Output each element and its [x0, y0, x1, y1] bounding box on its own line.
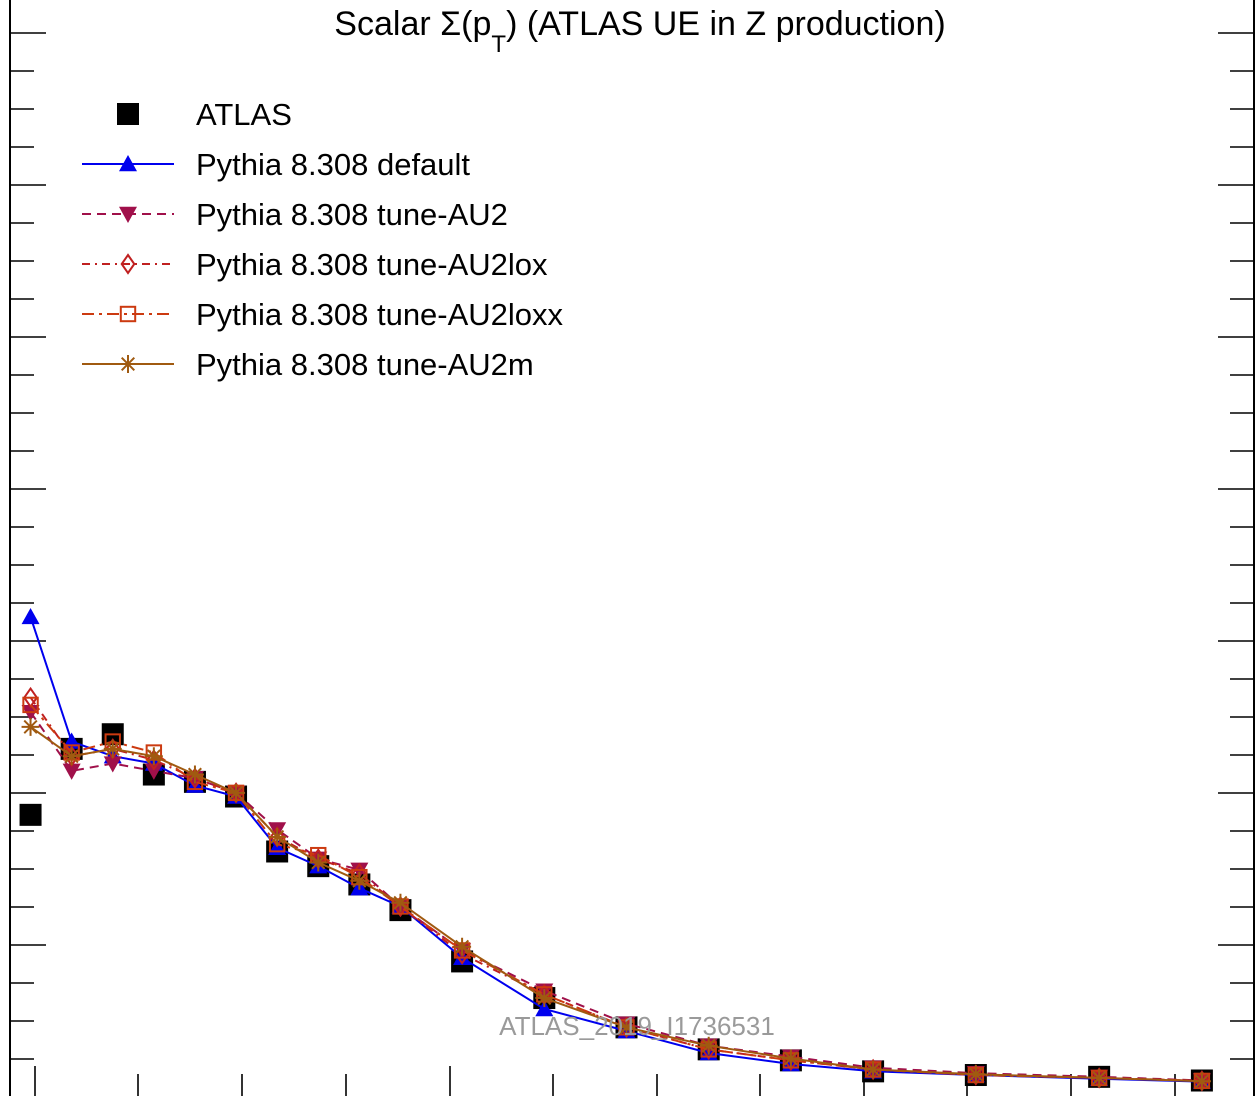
data-point-pythia-8-308-tune-au2m [391, 893, 410, 912]
data-point-pythia-8-308-tune-au2 [144, 763, 163, 780]
legend-label: Pythia 8.308 tune-AU2lox [196, 247, 548, 282]
plot-frame [9, 0, 1255, 1096]
data-point-pythia-8-308-tune-au2 [62, 763, 81, 780]
data-point-pythia-8-308-tune-au2m [617, 1018, 636, 1037]
data-point-atlas [19, 803, 42, 826]
data-point-pythia-8-308-tune-au2m [268, 827, 287, 846]
analysis-watermark: ATLAS_2019_I1736531 [499, 1011, 775, 1041]
legend-entry-pythia-8-308-tune-au2m: Pythia 8.308 tune-AU2m [82, 347, 534, 382]
legend-marker [119, 355, 137, 373]
legend-marker [119, 206, 137, 223]
data-point-pythia-8-308-tune-au2m [535, 989, 554, 1008]
plot-series-area [19, 607, 1213, 1092]
legend-label: ATLAS [196, 97, 292, 132]
chart-title: Scalar Σ(pT) (ATLAS UE in Z production) [334, 5, 945, 58]
legend-entry-atlas: ATLAS [117, 97, 292, 132]
data-point-pythia-8-308-tune-au2m [453, 937, 472, 956]
data-point-pythia-8-308-tune-au2lox [23, 686, 39, 709]
legend-marker [120, 253, 136, 275]
series-pythia-8-308-tune-au2m [21, 717, 1211, 1091]
data-point-pythia-8-308-tune-au2m [699, 1036, 718, 1055]
legend-marker [119, 155, 137, 172]
legend-label: Pythia 8.308 tune-AU2loxx [196, 297, 564, 332]
data-point-pythia-8-308-default [535, 1000, 554, 1017]
legend-marker [117, 103, 139, 125]
data-point-pythia-8-308-tune-au2m [21, 717, 40, 736]
data-point-pythia-8-308-tune-au2m [185, 765, 204, 784]
data-point-pythia-8-308-tune-au2m [966, 1065, 985, 1084]
data-point-pythia-8-308-tune-au2m [144, 747, 163, 766]
legend-marker [119, 305, 137, 323]
legend-label: Pythia 8.308 tune-AU2m [196, 347, 534, 382]
legend: ATLAS Pythia 8.308 default Pythia 8.308 tu… [82, 97, 564, 382]
legend-entry-pythia-8-308-tune-au2: Pythia 8.308 tune-AU2 [82, 197, 508, 232]
data-point-pythia-8-308-tune-au2lox [968, 1064, 984, 1086]
data-point-pythia-8-308-tune-au2m [309, 853, 328, 872]
data-point-pythia-8-308-tune-au2m [62, 747, 81, 766]
data-point-pythia-8-308-tune-au2m [864, 1060, 883, 1079]
data-point-pythia-8-308-tune-au2loxx [22, 696, 39, 714]
legend-label: Pythia 8.308 tune-AU2 [196, 197, 508, 232]
data-point-pythia-8-308-tune-au2m [1192, 1072, 1211, 1091]
data-point-pythia-8-308-tune-au2m [227, 783, 246, 802]
data-point-pythia-8-308-tune-au2m [350, 871, 369, 890]
legend-label: Pythia 8.308 default [196, 147, 470, 182]
data-point-pythia-8-308-tune-au2 [103, 756, 122, 773]
legend-entry-pythia-8-308-tune-au2lox: Pythia 8.308 tune-AU2lox [82, 247, 548, 282]
legend-entry-pythia-8-308-default: Pythia 8.308 default [82, 147, 470, 182]
legend-entry-pythia-8-308-tune-au2loxx: Pythia 8.308 tune-AU2loxx [82, 297, 564, 332]
data-point-pythia-8-308-tune-au2m [1090, 1068, 1109, 1087]
data-point-pythia-8-308-tune-au2m [781, 1049, 800, 1068]
data-point-pythia-8-308-default [21, 607, 40, 625]
data-point-pythia-8-308-tune-au2m [103, 739, 122, 758]
